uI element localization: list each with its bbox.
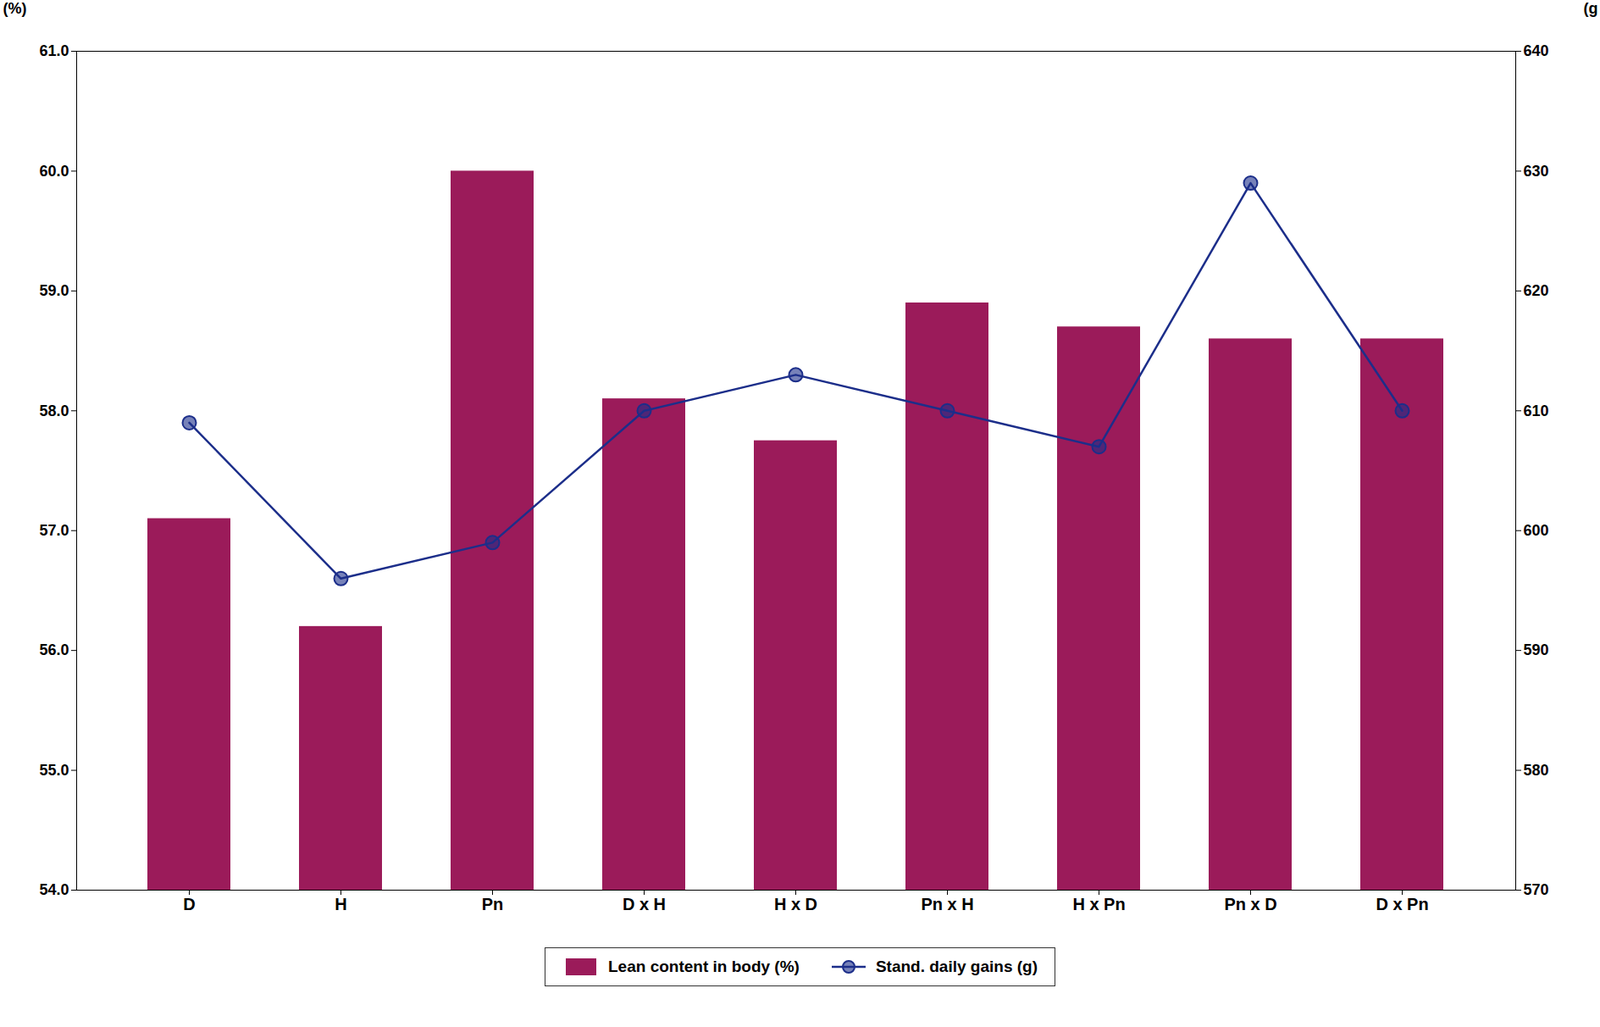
svg-text:640: 640 [1523, 42, 1550, 60]
svg-text:620: 620 [1523, 282, 1550, 299]
svg-text:630: 630 [1523, 162, 1550, 180]
svg-text:60.0: 60.0 [38, 162, 69, 180]
html-text:Stand. daily gains (g): Stand. daily gains (g) [875, 957, 1038, 975]
svg-text:Pn: Pn [481, 894, 504, 914]
svg-text:610: 610 [1523, 402, 1550, 420]
svg-text:590: 590 [1523, 641, 1550, 659]
svg-text:H x Pn: H x Pn [1072, 894, 1125, 914]
svg-text:54.0: 54.0 [38, 880, 69, 898]
svg-text:H x D: H x D [774, 894, 818, 914]
svg-text:H: H [334, 894, 347, 914]
svg-text:59.0: 59.0 [38, 282, 69, 299]
html-text:Lean content in body (%): Lean content in body (%) [608, 957, 800, 975]
svg-text:57.0: 57.0 [38, 521, 69, 539]
svg-text:(%): (%) [3, 0, 28, 17]
svg-text:D: D [182, 894, 195, 914]
svg-text:D x Pn: D x Pn [1375, 894, 1429, 914]
svg-text:55.0: 55.0 [38, 761, 69, 779]
svg-text:61.0: 61.0 [38, 42, 69, 60]
svg-text:56.0: 56.0 [38, 641, 69, 659]
svg-text:58.0: 58.0 [38, 402, 69, 420]
svg-text:D x H: D x H [622, 894, 666, 914]
svg-text:570: 570 [1523, 880, 1550, 898]
svg-text:580: 580 [1523, 761, 1550, 779]
svg-text:Pn x D: Pn x D [1223, 894, 1277, 914]
svg-text:600: 600 [1523, 521, 1550, 539]
svg-text:(g: (g [1583, 0, 1599, 17]
svg-text:Pn x H: Pn x H [920, 894, 974, 914]
